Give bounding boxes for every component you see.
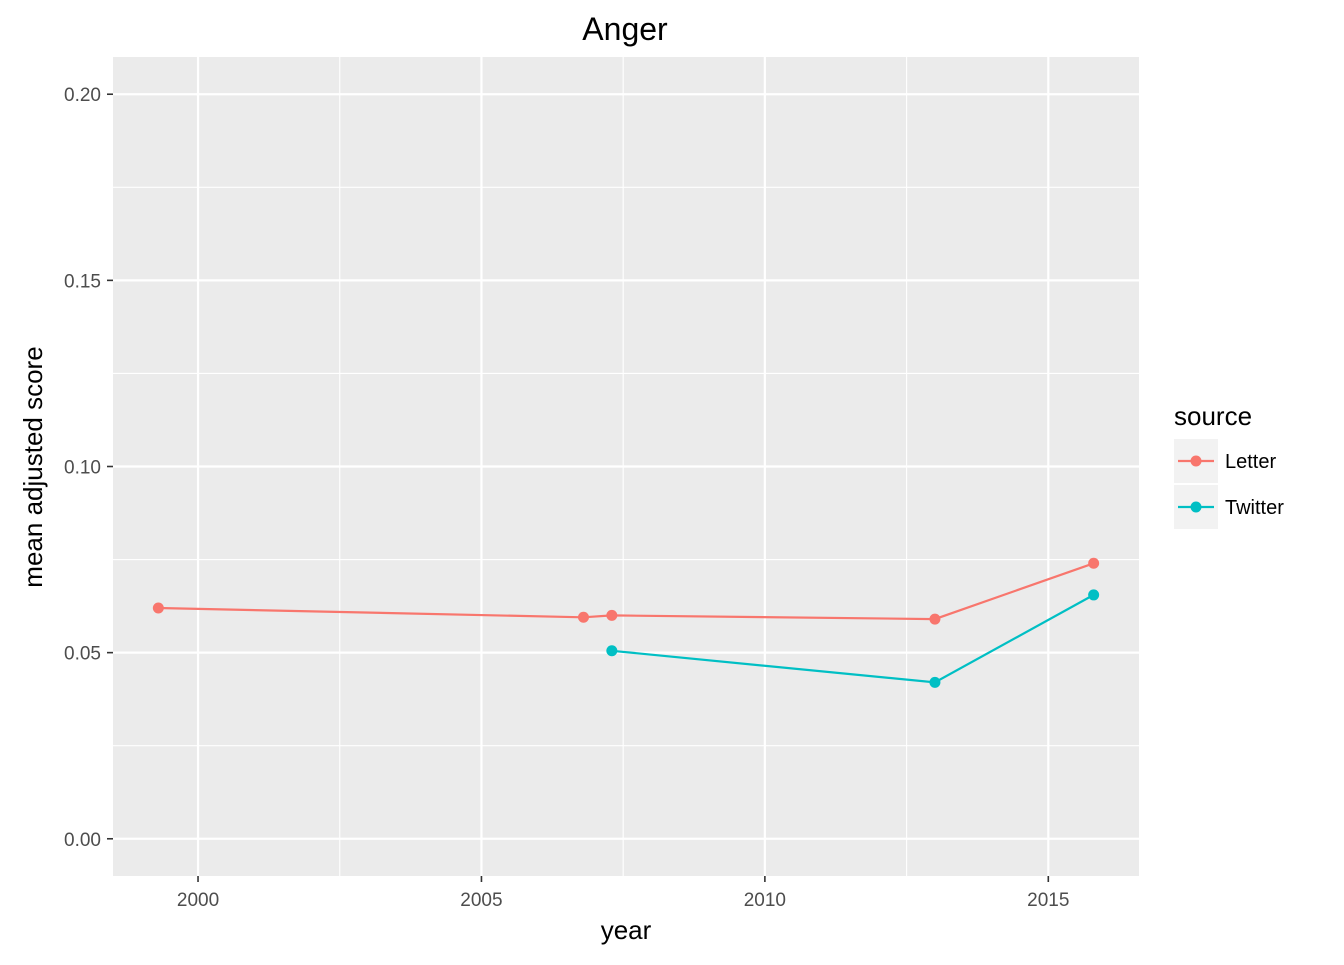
y-axis-title: mean adjusted score [18,346,48,587]
x-tick-label: 2015 [1027,890,1069,911]
y-tick-label: 0.00 [64,830,101,851]
legend-item-letter: Letter [1174,439,1276,483]
legend-key-point-letter [1190,455,1202,467]
x-tick-label: 2000 [177,890,219,911]
data-point-twitter [929,676,941,688]
legend-label-twitter: Twitter [1225,497,1284,519]
grid-major [113,57,1139,876]
series-layer [152,557,1100,688]
data-point-letter [577,611,589,623]
x-tick-label: 2010 [744,890,786,911]
legend-items: Letter Twitter [1174,439,1284,529]
chart-title: Anger [582,11,668,47]
data-point-twitter [1088,589,1100,601]
data-point-letter [152,602,164,614]
x-tick-label: 2005 [460,890,502,911]
legend-item-twitter: Twitter [1174,485,1284,529]
y-tick-label: 0.10 [64,458,101,479]
y-tick-label: 0.05 [64,644,101,665]
legend-title: source [1174,401,1252,431]
legend: source Letter Twitter [1174,401,1284,529]
data-point-letter [1088,557,1100,569]
legend-key-point-twitter [1190,501,1202,513]
y-axis: 0.00 0.05 0.10 0.15 0.20 [64,85,113,851]
y-tick-label: 0.15 [64,271,101,292]
y-tick-label: 0.20 [64,85,101,106]
legend-label-letter: Letter [1225,451,1276,473]
data-point-letter [929,613,941,625]
data-point-twitter [606,645,618,657]
x-axis-title: year [601,915,652,945]
x-axis: 2000 2005 2010 2015 [177,876,1069,911]
data-point-letter [606,609,618,621]
